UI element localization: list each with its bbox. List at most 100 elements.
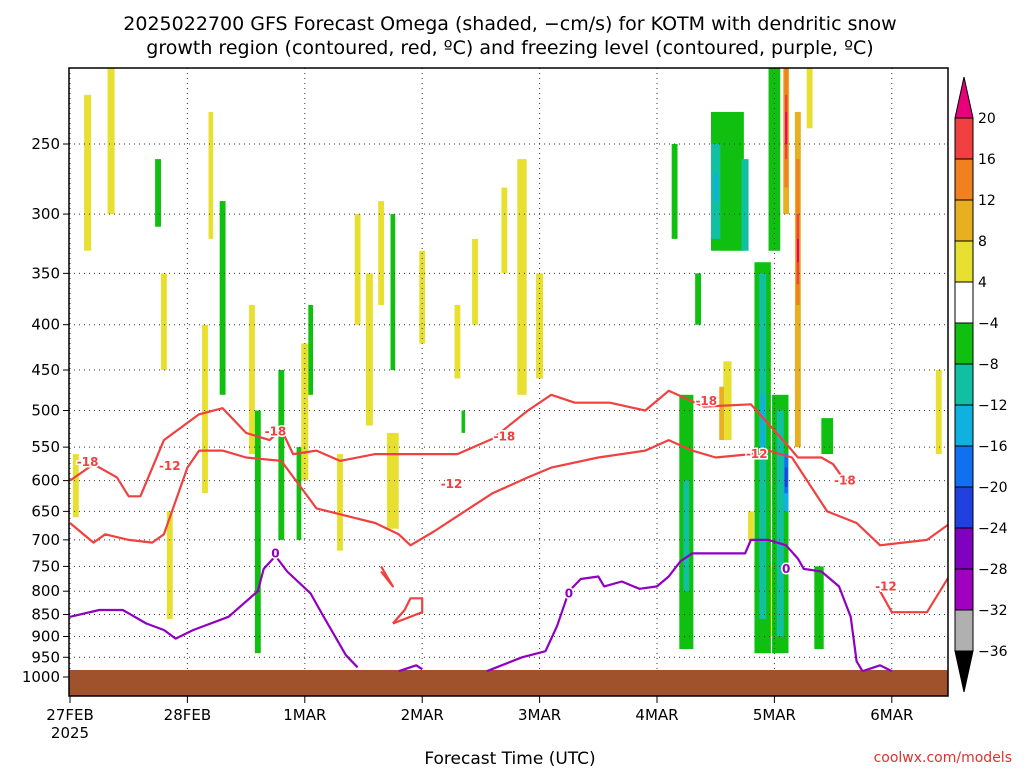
colorbar-band-8 <box>954 445 974 488</box>
omega-shade-4-10 <box>354 214 361 325</box>
omega-shade--4-28 <box>254 410 261 654</box>
y-tick-label-600: 600 <box>31 472 60 490</box>
omega-shade-4-8 <box>301 343 309 481</box>
omega-shade--12-48 <box>713 173 718 202</box>
contour-line-0-8 <box>862 664 893 673</box>
contour-label--12-1-3: -12 <box>875 579 897 593</box>
y-tick-label-350: 350 <box>31 264 60 282</box>
omega-shade-4-14 <box>419 250 426 344</box>
omega-shade-20-61 <box>796 238 799 263</box>
colorbar-bottom-triangle <box>954 650 974 693</box>
omega-shade-4-21 <box>747 511 754 540</box>
omega-shade--4-42 <box>821 418 834 455</box>
omega-shade--8-47 <box>776 410 784 637</box>
omega-shade-4-4 <box>166 511 173 620</box>
omega-shade-4-6 <box>208 111 214 239</box>
y-tick-label-400: 400 <box>31 316 60 334</box>
omega-shade--4-36 <box>695 273 702 325</box>
omega-shade--4-33 <box>461 410 466 433</box>
omega-shade-4-2 <box>72 454 79 518</box>
omega-shade--4-27 <box>219 201 226 395</box>
y-tick-label-900: 900 <box>31 627 60 645</box>
contour-line--12-3 <box>392 597 424 625</box>
colorbar-label-2: 12 <box>978 193 996 209</box>
contour-line-0-6 <box>398 664 423 673</box>
omega-shade-8-53 <box>719 386 724 441</box>
colorbar-band-3 <box>954 240 974 283</box>
omega-shade--4-30 <box>296 447 302 540</box>
y-tick-label-250: 250 <box>31 135 60 153</box>
omega-shade-4-12 <box>386 432 399 529</box>
terrain-ground <box>69 670 948 696</box>
omega-shade-4-7 <box>249 304 255 455</box>
x-tick-label-4MAR: 4MAR <box>635 706 678 724</box>
chart-title-line-2: growth region (contoured, red, ºC) and f… <box>146 37 873 59</box>
omega-shade-20-60 <box>785 111 788 144</box>
y-tick-label-300: 300 <box>31 205 60 223</box>
y-tick-label-700: 700 <box>31 531 60 549</box>
omega-shade--4-39 <box>768 68 781 251</box>
colorbar-top-triangle <box>954 76 974 119</box>
x-tick-label-1MAR: 1MAR <box>283 706 326 724</box>
omega-shade--4-32 <box>390 214 396 370</box>
colorbar-band-10 <box>954 527 974 570</box>
y-tick-label-800: 800 <box>31 582 60 600</box>
omega-shade-4-18 <box>517 159 527 395</box>
contour-label--18-0-2: -18 <box>494 430 516 444</box>
y-tick-label-1000: 1000 <box>22 668 60 686</box>
colorbar-label-7: −12 <box>978 398 1008 414</box>
colorbar-band-7 <box>954 404 974 447</box>
colorbar-band-1 <box>954 158 974 201</box>
ground-fill <box>69 670 948 696</box>
colorbar-band-5 <box>954 322 974 365</box>
contour-labels: -18 -18 -18 -18 -18 -12 -12 -12 -12 0 0 0 <box>75 393 898 602</box>
colorbar-label-4: 4 <box>978 275 987 291</box>
colorbar-band-11 <box>954 568 974 611</box>
colorbar-band-4 <box>954 281 974 324</box>
contour-label-0-7-0: 0 <box>565 587 573 601</box>
omega-shade--4-26 <box>155 159 161 227</box>
omega-shade--8-44 <box>683 480 690 592</box>
colorbar-label-10: −24 <box>978 521 1008 537</box>
colorbar-band-0 <box>954 117 974 160</box>
colorbar-band-6 <box>954 363 974 406</box>
colorbar-label-11: −28 <box>978 562 1008 578</box>
colorbar: 20 16 12 8 4 −4 −8 −12 −16 −20 −24 −28 −32 −36 <box>954 76 1008 693</box>
colorbar-label-12: −32 <box>978 603 1008 619</box>
contour-label--12-1-2: -12 <box>746 447 768 461</box>
x-tick-sublabel-27FEB: 2025 <box>51 724 89 742</box>
colorbar-label-6: −8 <box>978 357 999 373</box>
contour-label--18-0-4: -18 <box>834 474 856 488</box>
colorbar-label-9: −20 <box>978 480 1008 496</box>
y-tick-label-550: 550 <box>31 438 60 456</box>
y-tick-label-500: 500 <box>31 402 60 420</box>
omega-shade-4-5 <box>202 324 208 494</box>
colorbar-band-2 <box>954 199 974 242</box>
omega-shade-4-0 <box>84 94 92 251</box>
contour-label-0-5-0: 0 <box>271 546 279 560</box>
y-axis-ticks: 250 300 350 400 450 500 550 600 650 700 750 800 850 9… <box>22 135 69 686</box>
contour-label--18-0-0: -18 <box>77 455 99 469</box>
x-axis-label: Forecast Time (UTC) <box>424 749 595 768</box>
omega-shade-4-20 <box>723 361 732 441</box>
omega-shade-4-17 <box>501 187 508 274</box>
omega-shade--4-31 <box>308 304 314 395</box>
contour-line--18-0 <box>69 389 851 498</box>
contour-lines <box>69 389 948 673</box>
y-tick-label-950: 950 <box>31 648 60 666</box>
x-tick-label-5MAR: 5MAR <box>753 706 796 724</box>
colorbar-band-9 <box>954 486 974 529</box>
colorbar-label-1: 16 <box>978 152 996 168</box>
x-tick-label-28FEB: 28FEB <box>164 706 211 724</box>
colorbar-label-3: 8 <box>978 234 987 250</box>
x-tick-label-2MAR: 2MAR <box>401 706 444 724</box>
y-tick-label-750: 750 <box>31 557 60 575</box>
omega-shade-4-11 <box>365 273 373 426</box>
omega-shade-4-1 <box>107 68 115 215</box>
omega-shade-4-16 <box>472 238 478 325</box>
omega-shade-4-3 <box>160 273 167 370</box>
colorbar-band-12 <box>954 609 974 652</box>
contour-line--12-2 <box>879 575 948 614</box>
